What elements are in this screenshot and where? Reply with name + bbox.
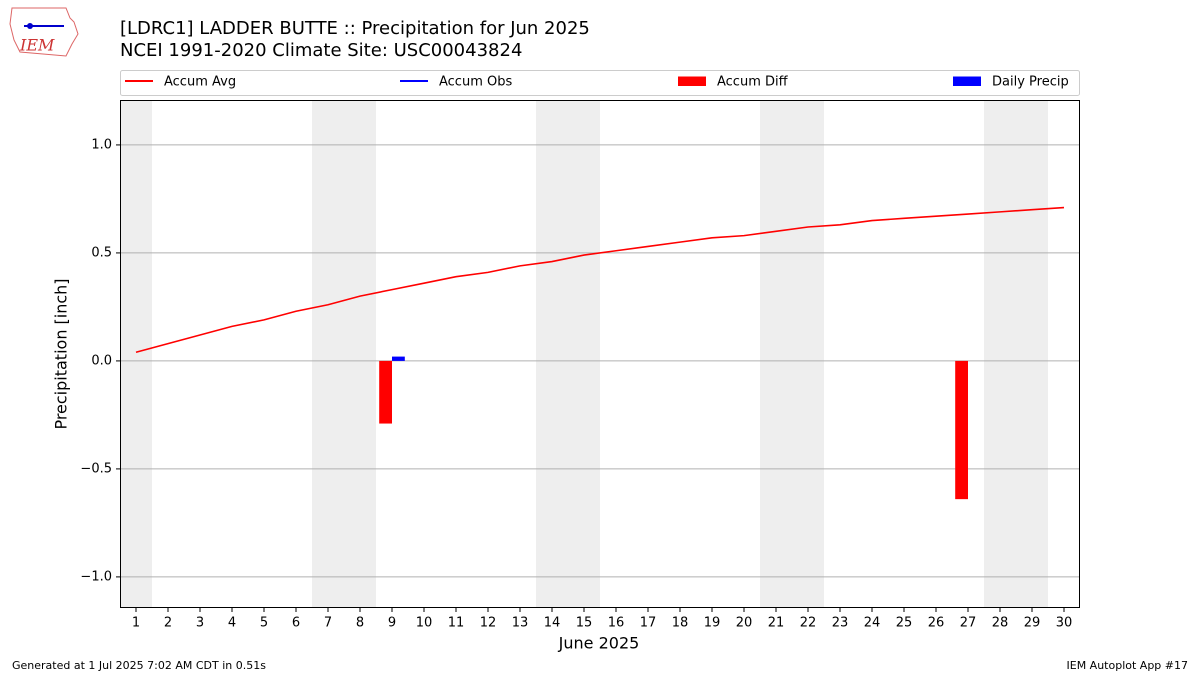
x-tick-label: 21 xyxy=(768,616,785,631)
y-tick-label: −0.5 xyxy=(80,461,112,476)
weekend xyxy=(984,100,1048,608)
plot-frame xyxy=(120,100,1080,608)
x-tick-label: 15 xyxy=(576,616,593,631)
x-tick-label: 13 xyxy=(512,616,529,631)
bar xyxy=(392,356,405,361)
weekend-shading xyxy=(120,100,1048,608)
x-tick-label: 28 xyxy=(992,616,1009,631)
x-tick-label: 27 xyxy=(960,616,977,631)
x-tick-label: 19 xyxy=(704,616,721,631)
legend-box xyxy=(120,70,1080,96)
x-tick-label: 18 xyxy=(672,616,689,631)
x-axis-label: June 2025 xyxy=(558,634,640,653)
x-tick-label: 7 xyxy=(324,616,332,631)
chart-subtitle: NCEI 1991-2020 Climate Site: USC00043824 xyxy=(120,40,522,61)
legend-label: Daily Precip xyxy=(992,75,1069,90)
x-tick-label: 17 xyxy=(640,616,657,631)
bar xyxy=(379,360,392,424)
line xyxy=(135,206,1065,354)
legend-swatch xyxy=(953,76,981,86)
weekend xyxy=(536,100,600,608)
x-tick-label: 1 xyxy=(132,616,140,631)
y-tick-label: −1.0 xyxy=(80,569,112,584)
y-tick-label: 0.5 xyxy=(91,245,112,260)
x-tick-label: 8 xyxy=(356,616,364,631)
chart-title: [LDRC1] LADDER BUTTE :: Precipitation fo… xyxy=(120,18,590,39)
legend-label: Accum Diff xyxy=(717,75,789,90)
x-tick-label: 6 xyxy=(292,616,300,631)
x-tick-label: 3 xyxy=(196,616,204,631)
bar xyxy=(955,360,968,500)
logo: IEM xyxy=(9,7,79,57)
y-tick-label: 1.0 xyxy=(91,137,112,152)
weekend xyxy=(120,100,152,608)
x-tick-label: 30 xyxy=(1056,616,1073,631)
x-tick-label: 20 xyxy=(736,616,753,631)
legend-swatch xyxy=(678,76,706,86)
x-tick-label: 12 xyxy=(480,616,497,631)
x-tick-label: 10 xyxy=(416,616,433,631)
x-tick-label: 29 xyxy=(1024,616,1041,631)
x-tick-label: 26 xyxy=(928,616,945,631)
layer xyxy=(120,144,1080,578)
y-tick-label: 0.0 xyxy=(91,353,112,368)
logo-text: IEM xyxy=(19,36,55,55)
weekend xyxy=(312,100,376,608)
legend-label: Accum Avg xyxy=(164,75,236,90)
weekend xyxy=(760,100,824,608)
x-tick-label: 16 xyxy=(608,616,625,631)
x-tick-label: 14 xyxy=(544,616,561,631)
x-tick-label: 5 xyxy=(260,616,268,631)
x-tick-label: 4 xyxy=(228,616,236,631)
footer-left: Generated at 1 Jul 2025 7:02 AM CDT in 0… xyxy=(12,659,266,672)
x-tick-label: 9 xyxy=(388,616,396,631)
legend-label: Accum Obs xyxy=(439,75,512,90)
logo-dot xyxy=(27,23,33,29)
x-tick-label: 2 xyxy=(164,616,172,631)
x-tick-label: 24 xyxy=(864,616,881,631)
footer-right: IEM Autoplot App #17 xyxy=(1067,659,1189,672)
x-tick-label: 25 xyxy=(896,616,913,631)
x-tick-label: 23 xyxy=(832,616,849,631)
x-tick-label: 22 xyxy=(800,616,817,631)
x-tick-label: 11 xyxy=(448,616,465,631)
logo-outline xyxy=(9,7,79,57)
y-axis-label: Precipitation [inch] xyxy=(52,278,71,429)
